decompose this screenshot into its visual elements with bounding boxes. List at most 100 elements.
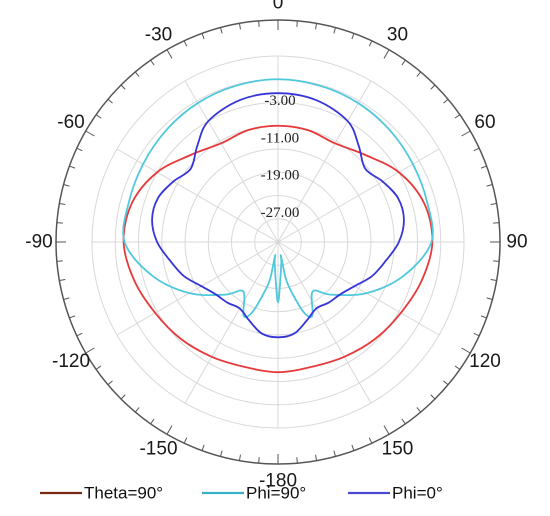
frame-tick (150, 418, 155, 425)
radial-tick-label: -19.00 (261, 168, 300, 184)
frame-tick (59, 279, 66, 282)
frame-tick (166, 425, 173, 435)
frame-tick (69, 315, 76, 319)
frame-tick (201, 33, 205, 40)
frame-tick (333, 27, 336, 34)
frame-tick (201, 444, 205, 451)
frame-tick (296, 20, 298, 27)
radial-tick-label: -3.00 (264, 93, 295, 109)
angle-tick-labels: 0 30 60 90 120 150 -180 -150 -120 -90 -60 -30 (25, 0, 527, 492)
frame-tick (238, 23, 241, 30)
angle-tick-label: 0 (273, 0, 284, 14)
frame-tick (120, 84, 126, 90)
frame-tick (454, 365, 461, 370)
angle-tick-label: 30 (387, 25, 408, 46)
frame-tick (480, 165, 487, 169)
frame-tick (351, 33, 355, 40)
frame-tick (76, 147, 83, 152)
grid-spoke (277, 80, 372, 243)
angle-tick-label: -120 (52, 351, 90, 372)
frame-tick (76, 332, 83, 337)
frame-tick (85, 347, 95, 354)
frame-tick (490, 279, 497, 282)
frame-tick (473, 332, 480, 337)
frame-tick (63, 297, 70, 300)
frame-tick (166, 49, 173, 59)
radial-tick-labels: -3.00 -11.00 -19.00 -27.00 (261, 93, 300, 221)
frame-tick (220, 27, 223, 34)
frame-tick (430, 84, 436, 90)
radial-tick-label: -11.00 (261, 130, 299, 146)
series-line-1 (122, 78, 434, 319)
frame-tick (486, 184, 493, 187)
frame-tick (490, 202, 497, 205)
angle-tick-label: 150 (382, 438, 414, 459)
radial-tick-label: -27.00 (261, 205, 300, 221)
frame-tick (383, 49, 390, 59)
frame-tick (59, 202, 66, 205)
frame-tick (134, 407, 140, 413)
frame-tick (63, 184, 70, 187)
frame-tick (473, 147, 480, 152)
polar-grid (55, 19, 501, 465)
angle-tick-label: -30 (145, 25, 172, 46)
frame-tick (416, 407, 422, 413)
frame-tick (258, 20, 260, 27)
frame-tick (220, 450, 223, 457)
frame-tick (315, 454, 318, 461)
frame-tick (416, 71, 422, 77)
frame-tick (401, 59, 406, 66)
frame-tick (401, 418, 406, 425)
series-line-2 (151, 92, 405, 339)
frame-tick (85, 130, 95, 137)
angle-tick-label: -90 (25, 232, 52, 253)
angle-tick-label: -60 (57, 112, 84, 133)
grid-spoke (116, 148, 279, 243)
legend-label: Phi=90° (246, 484, 306, 503)
frame-tick (69, 165, 76, 169)
frame-tick (56, 260, 63, 262)
angle-tick-label: 90 (506, 232, 527, 253)
angle-tick-label: 120 (469, 351, 501, 372)
frame-tick (95, 365, 102, 370)
frame-tick (461, 130, 471, 137)
frame-tick (443, 380, 449, 386)
frame-tick (95, 114, 102, 119)
frame-tick (134, 71, 140, 77)
legend-label: Theta=90° (84, 484, 163, 503)
frame-tick (107, 380, 113, 386)
frame-tick (296, 457, 298, 464)
frame-tick (120, 394, 126, 400)
frame-tick (486, 297, 493, 300)
frame-tick (150, 59, 155, 66)
series-lines (122, 78, 434, 374)
frame-tick (461, 347, 471, 354)
frame-tick (368, 40, 373, 47)
frame-tick (351, 444, 355, 451)
angle-tick-label: -150 (139, 438, 177, 459)
grid-spoke (184, 241, 279, 404)
legend-label: Phi=0° (392, 484, 443, 503)
frame-tick (493, 260, 500, 262)
grid-spoke (277, 148, 440, 243)
grid-spoke (277, 241, 372, 404)
grid-spoke (277, 241, 440, 336)
frame-tick (480, 315, 487, 319)
angle-tick-label: -180 (259, 471, 297, 492)
frame-tick (493, 222, 500, 224)
grid-spoke (116, 241, 279, 336)
frame-tick (368, 437, 373, 444)
angle-tick-label: 60 (474, 112, 495, 133)
grid-spoke (184, 80, 279, 243)
series-line-0 (122, 124, 434, 374)
frame-tick (107, 98, 113, 104)
frame-tick (430, 394, 436, 400)
frame-tick (258, 457, 260, 464)
frame-tick (333, 450, 336, 457)
frame-tick (183, 437, 188, 444)
frame-tick (454, 114, 461, 119)
frame-tick (383, 425, 390, 435)
frame-tick (183, 40, 188, 47)
frame-tick (56, 222, 63, 224)
